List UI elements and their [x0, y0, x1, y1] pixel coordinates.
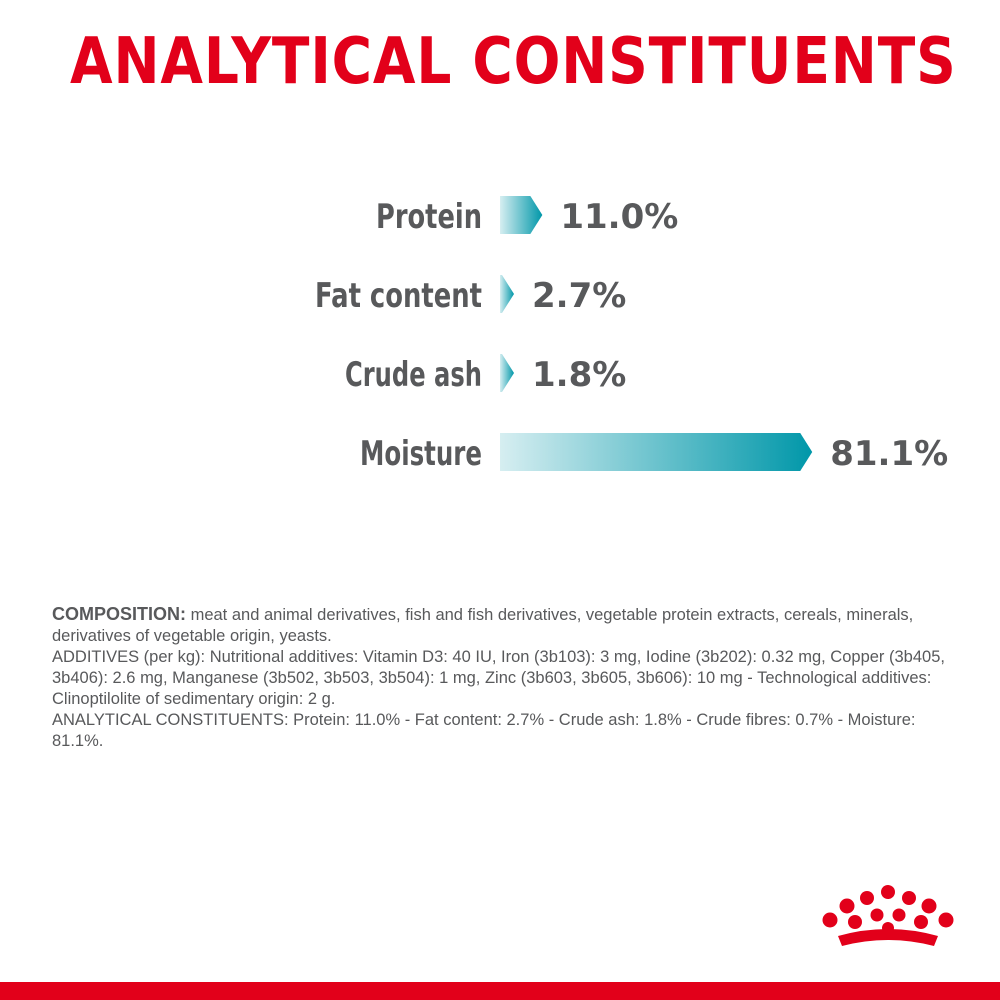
value-label-1: 2.7% — [532, 276, 626, 316]
analytical-paragraph: ANALYTICAL CONSTITUENTS: Protein: 11.0% … — [52, 711, 916, 750]
category-label-1: Fat content — [315, 276, 482, 316]
value-label-3: 81.1% — [830, 434, 948, 474]
category-label-2: Crude ash — [345, 355, 482, 395]
category-label-3: Moisture — [360, 434, 482, 474]
composition-lead: COMPOSITION: — [52, 604, 186, 624]
additives-paragraph: ADDITIVES (per kg): Nutritional additive… — [52, 648, 945, 708]
value-label-0: 11.0% — [560, 197, 678, 237]
value-label-2: 1.8% — [532, 355, 626, 395]
crown-icon — [822, 885, 954, 946]
composition-paragraph: COMPOSITION: meat and animal derivatives… — [52, 604, 947, 647]
bar-2 — [500, 354, 514, 392]
category-label-0: Protein — [376, 197, 482, 237]
bar-0 — [500, 196, 543, 234]
composition-ingredients: meat and animal derivatives, fish and fi… — [52, 606, 914, 645]
bar-3 — [500, 433, 813, 471]
bottom-bar — [0, 982, 1000, 1000]
bar-1 — [500, 275, 514, 313]
composition-text: COMPOSITION: meat and animal derivatives… — [52, 604, 947, 752]
page-title: ANALYTICAL CONSTITUENTS — [70, 25, 957, 99]
